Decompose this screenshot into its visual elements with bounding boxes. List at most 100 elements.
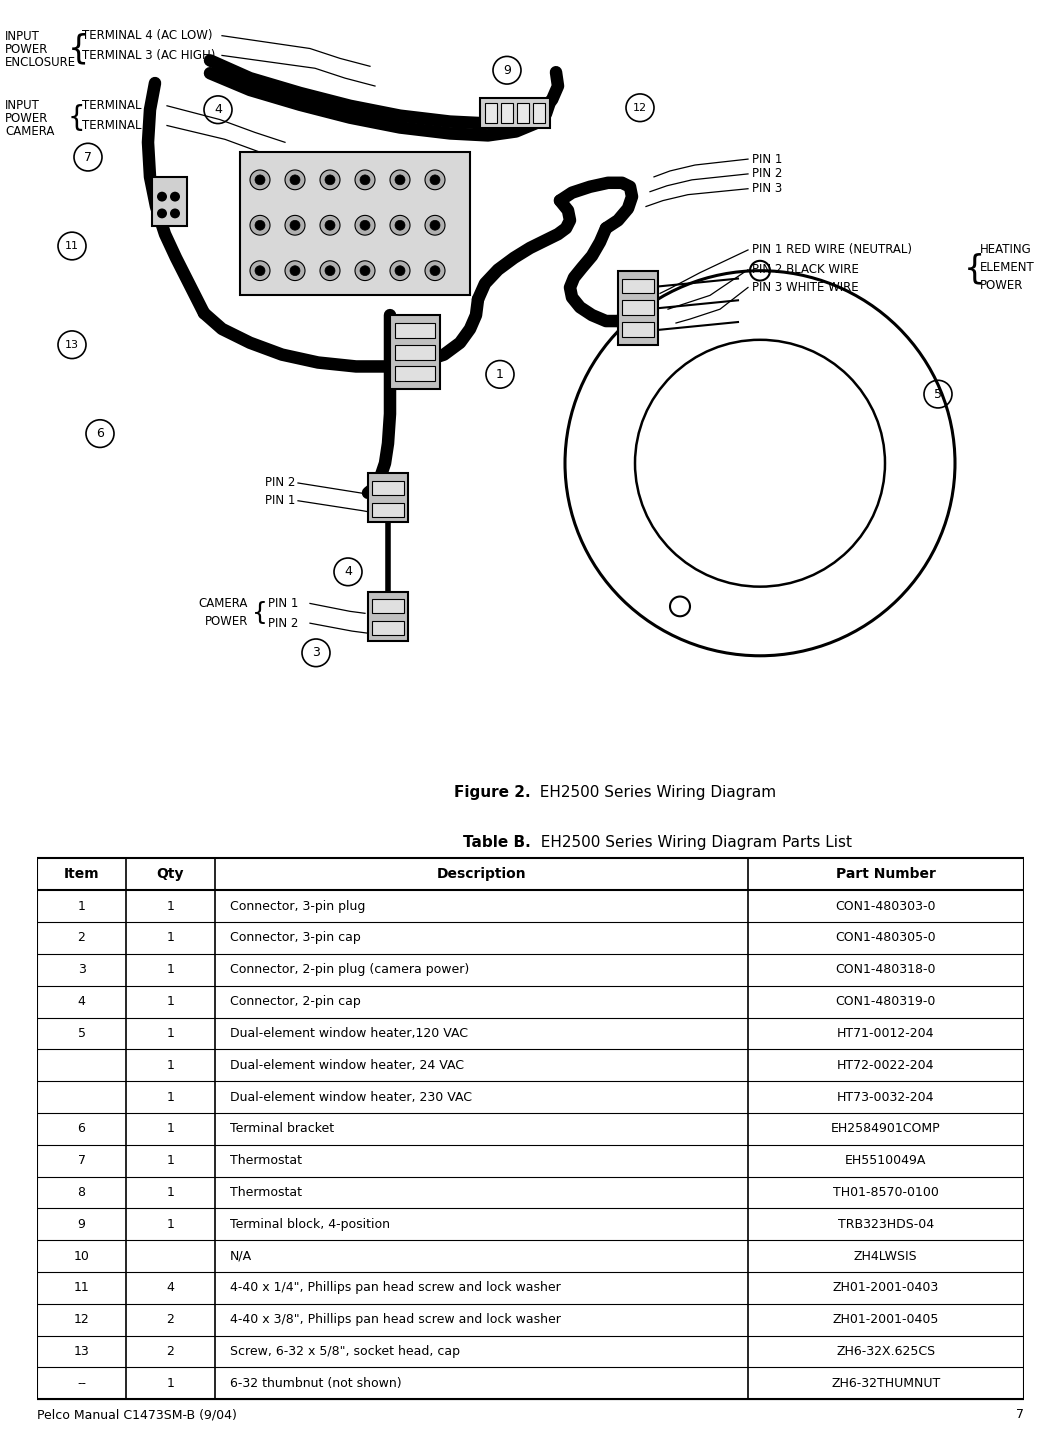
Text: PIN 1: PIN 1 — [264, 495, 295, 508]
Text: ZH4LWSIS: ZH4LWSIS — [854, 1250, 918, 1263]
Circle shape — [255, 175, 265, 184]
Text: Connector, 2-pin plug (camera power): Connector, 2-pin plug (camera power) — [229, 963, 469, 976]
Circle shape — [250, 260, 269, 280]
Bar — [485, 104, 497, 122]
Circle shape — [250, 216, 269, 236]
Text: PIN 1 RED WIRE (NEUTRAL): PIN 1 RED WIRE (NEUTRAL) — [752, 243, 912, 256]
Text: 1: 1 — [167, 1058, 174, 1071]
Text: 13: 13 — [65, 339, 79, 349]
Text: 4: 4 — [77, 995, 86, 1008]
Bar — [368, 473, 408, 522]
Text: Qty: Qty — [157, 867, 185, 881]
Bar — [372, 600, 404, 614]
Text: EH2584901COMP: EH2584901COMP — [831, 1122, 940, 1136]
Text: ZH6-32THUMNUT: ZH6-32THUMNUT — [831, 1376, 940, 1389]
Circle shape — [390, 260, 410, 280]
Text: ZH6-32X.625CS: ZH6-32X.625CS — [836, 1345, 936, 1357]
Text: 9: 9 — [503, 63, 511, 76]
Text: ZH01-2001-0405: ZH01-2001-0405 — [833, 1313, 939, 1326]
Text: ZH01-2001-0403: ZH01-2001-0403 — [833, 1281, 939, 1294]
Text: PIN 2: PIN 2 — [264, 476, 295, 489]
Circle shape — [157, 209, 167, 219]
Bar — [390, 315, 440, 390]
Bar — [517, 104, 529, 122]
Bar — [372, 621, 404, 636]
Text: HEATING: HEATING — [980, 243, 1031, 256]
Text: 12: 12 — [633, 102, 647, 112]
Text: {: { — [964, 252, 986, 285]
Text: POWER: POWER — [5, 43, 49, 56]
Text: 10: 10 — [73, 1250, 89, 1263]
Text: Connector, 2-pin cap: Connector, 2-pin cap — [229, 995, 361, 1008]
Text: TRB323HDS-04: TRB323HDS-04 — [838, 1218, 934, 1231]
Bar — [372, 503, 404, 516]
Circle shape — [430, 220, 440, 230]
Text: 6-32 thumbnut (not shown): 6-32 thumbnut (not shown) — [229, 1376, 401, 1389]
Text: EH2500 Series Wiring Diagram Parts List: EH2500 Series Wiring Diagram Parts List — [530, 835, 852, 850]
Bar — [618, 270, 658, 345]
Text: 1: 1 — [167, 932, 174, 945]
Circle shape — [170, 209, 180, 219]
Circle shape — [285, 216, 305, 236]
Text: CAMERA: CAMERA — [5, 125, 54, 138]
Bar — [240, 152, 470, 295]
Circle shape — [285, 260, 305, 280]
Text: Connector, 3-pin cap: Connector, 3-pin cap — [229, 932, 361, 945]
Text: ELEMENT: ELEMENT — [980, 262, 1034, 275]
Bar — [368, 591, 408, 641]
Text: 4: 4 — [344, 565, 352, 578]
Text: 4-40 x 3/8", Phillips pan head screw and lock washer: 4-40 x 3/8", Phillips pan head screw and… — [229, 1313, 560, 1326]
Text: 4: 4 — [167, 1281, 174, 1294]
Text: 11: 11 — [65, 242, 79, 252]
Text: CON1-480318-0: CON1-480318-0 — [835, 963, 936, 976]
Text: 1: 1 — [167, 1027, 174, 1040]
Text: 11: 11 — [73, 1281, 89, 1294]
Text: 7: 7 — [1015, 1408, 1024, 1422]
Text: Pelco Manual C1473SM-B (9/04): Pelco Manual C1473SM-B (9/04) — [37, 1408, 237, 1422]
Circle shape — [255, 266, 265, 276]
Text: EH2500 Series Wiring Diagram: EH2500 Series Wiring Diagram — [530, 785, 777, 800]
Text: 1: 1 — [497, 368, 504, 381]
Bar — [622, 301, 654, 315]
Text: 1: 1 — [167, 1155, 174, 1168]
Text: PIN 2: PIN 2 — [752, 167, 782, 180]
Text: 4: 4 — [214, 104, 222, 116]
Text: 1: 1 — [167, 995, 174, 1008]
Text: 5: 5 — [77, 1027, 86, 1040]
Circle shape — [390, 170, 410, 190]
Text: Item: Item — [64, 867, 100, 881]
Text: 2: 2 — [77, 932, 86, 945]
Circle shape — [170, 191, 180, 201]
Text: Description: Description — [436, 867, 526, 881]
Circle shape — [325, 266, 335, 276]
Text: Connector, 3-pin plug: Connector, 3-pin plug — [229, 900, 365, 913]
Circle shape — [430, 175, 440, 184]
Text: Dual-element window heater, 24 VAC: Dual-element window heater, 24 VAC — [229, 1058, 464, 1071]
Text: ENCLOSURE: ENCLOSURE — [5, 56, 76, 69]
Text: CON1-480319-0: CON1-480319-0 — [835, 995, 936, 1008]
Text: HT73-0032-204: HT73-0032-204 — [837, 1090, 935, 1103]
Text: 3: 3 — [77, 963, 86, 976]
Text: Thermostat: Thermostat — [229, 1186, 301, 1199]
Text: HT71-0012-204: HT71-0012-204 — [837, 1027, 935, 1040]
Bar — [152, 177, 187, 226]
Text: 5: 5 — [934, 388, 942, 401]
Text: PIN 1: PIN 1 — [752, 152, 782, 165]
Text: INPUT: INPUT — [5, 30, 40, 43]
Text: TERMINAL 2: TERMINAL 2 — [82, 99, 153, 112]
Circle shape — [430, 266, 440, 276]
Circle shape — [360, 266, 370, 276]
Text: 8: 8 — [77, 1186, 86, 1199]
Circle shape — [255, 220, 265, 230]
Text: Part Number: Part Number — [836, 867, 936, 881]
Text: {: { — [253, 601, 267, 626]
Text: 6: 6 — [77, 1122, 86, 1136]
Text: PIN 2 BLACK WIRE: PIN 2 BLACK WIRE — [752, 263, 858, 276]
Text: 1: 1 — [167, 1218, 174, 1231]
Circle shape — [355, 216, 375, 236]
Circle shape — [285, 170, 305, 190]
Text: POWER: POWER — [205, 614, 248, 628]
Text: 1: 1 — [167, 1122, 174, 1136]
Circle shape — [395, 266, 405, 276]
Bar — [622, 322, 654, 336]
